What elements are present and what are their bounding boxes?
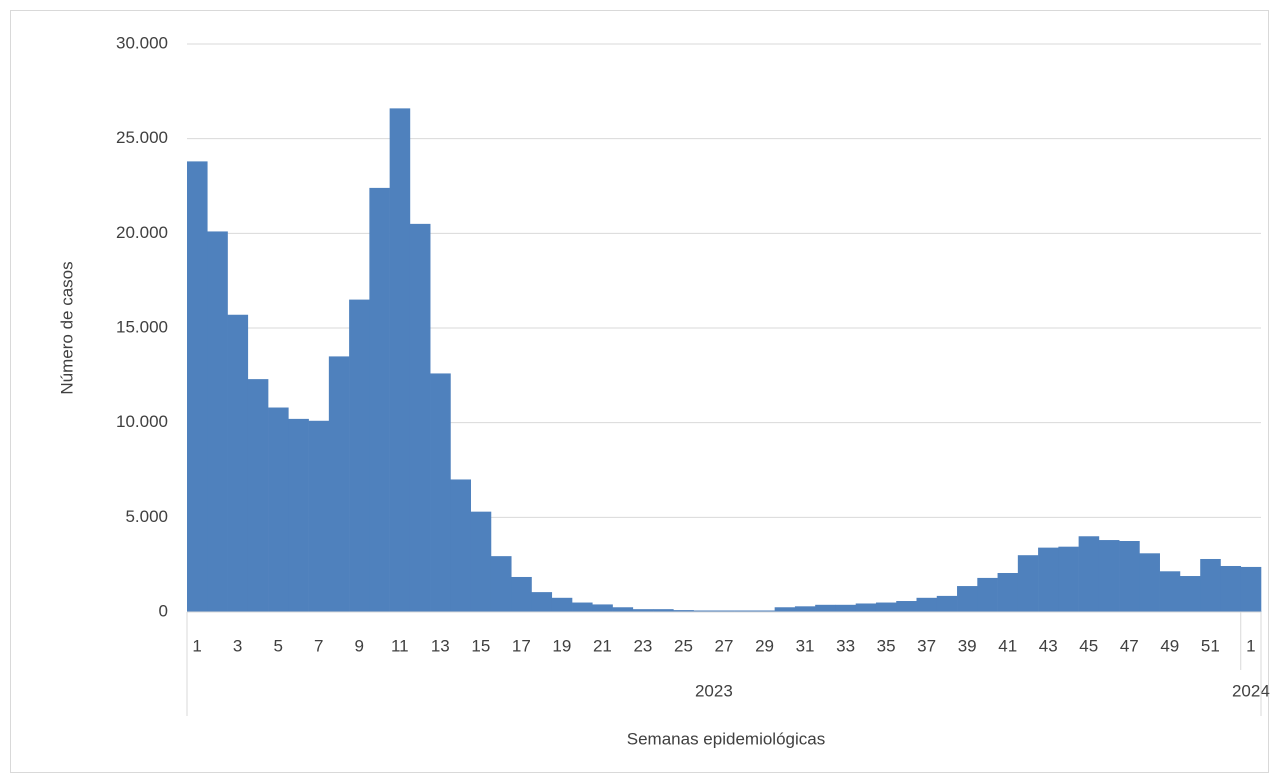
bar <box>1017 555 1039 612</box>
x-tick-label: 29 <box>755 636 774 655</box>
x-tick-label: 39 <box>958 636 977 655</box>
y-tick-label: 30.000 <box>116 33 168 52</box>
x-tick-label: 25 <box>674 636 693 655</box>
x-tick-label: 37 <box>917 636 936 655</box>
y-tick-label: 0 <box>159 601 168 620</box>
bar <box>1200 558 1221 612</box>
bar <box>531 592 553 612</box>
bar <box>551 597 573 612</box>
bar <box>1139 553 1160 612</box>
bar <box>227 314 249 612</box>
x-tick-label: 41 <box>998 636 1017 655</box>
bar <box>207 231 228 612</box>
bar <box>187 161 208 613</box>
bar <box>572 602 593 612</box>
x-tick-label: 15 <box>471 636 490 655</box>
bar <box>470 511 492 612</box>
x-tick-label: 33 <box>836 636 855 655</box>
bar <box>794 606 816 612</box>
y-tick-label: 10.000 <box>116 412 168 431</box>
bar <box>409 223 431 612</box>
x-tick-label: 21 <box>593 636 612 655</box>
bar <box>875 602 897 612</box>
bar <box>308 420 330 612</box>
bar <box>957 586 978 612</box>
y-tick-label: 5.000 <box>125 507 168 526</box>
group-label: 2023 <box>695 681 733 700</box>
bar <box>693 610 715 612</box>
bar <box>1159 571 1181 612</box>
bar <box>896 601 917 612</box>
bar <box>612 607 634 612</box>
bar <box>673 610 694 612</box>
x-tick-label: 1 <box>192 636 201 655</box>
x-tick-label: 11 <box>391 636 409 655</box>
bar <box>1038 547 1059 612</box>
x-tick-label: 47 <box>1120 636 1139 655</box>
bar <box>349 299 370 612</box>
bar <box>977 577 998 612</box>
bar <box>328 356 350 612</box>
bar <box>1240 566 1262 612</box>
bar <box>855 603 877 612</box>
bar <box>430 373 451 612</box>
x-tick-label: 7 <box>314 636 323 655</box>
x-tick-label: 19 <box>552 636 571 655</box>
bar <box>1179 576 1201 612</box>
bar <box>511 576 532 612</box>
x-tick-label: 23 <box>633 636 652 655</box>
bar <box>450 479 471 612</box>
bar <box>592 604 613 612</box>
bar <box>835 604 857 612</box>
bar <box>1058 546 1079 612</box>
bar <box>632 609 654 612</box>
bar <box>1119 541 1140 612</box>
bar <box>389 108 411 612</box>
x-tick-label: 35 <box>877 636 896 655</box>
y-tick-label: 20.000 <box>116 223 168 242</box>
bar <box>1078 536 1100 612</box>
y-axis-title: Número de casos <box>57 261 76 394</box>
bar <box>288 418 309 612</box>
bar <box>247 379 269 612</box>
x-tick-label: 17 <box>512 636 531 655</box>
x-tick-label: 5 <box>273 636 282 655</box>
bar <box>936 595 958 612</box>
x-tick-label: 49 <box>1160 636 1179 655</box>
bar <box>997 572 1019 612</box>
bar <box>653 609 674 612</box>
bar <box>369 187 390 613</box>
bar <box>774 607 796 612</box>
bar <box>734 610 755 612</box>
y-tick-label: 15.000 <box>116 317 168 336</box>
x-tick-label: 31 <box>796 636 815 655</box>
y-tick-label: 25.000 <box>116 128 168 147</box>
x-tick-label: 45 <box>1079 636 1098 655</box>
x-tick-label: 3 <box>233 636 242 655</box>
x-tick-label: 9 <box>355 636 364 655</box>
bar <box>490 556 512 612</box>
bar <box>1098 540 1120 612</box>
group-label: 2024 <box>1232 681 1270 700</box>
x-tick-label: 1 <box>1246 636 1255 655</box>
x-tick-label: 43 <box>1039 636 1058 655</box>
bar <box>1220 565 1242 612</box>
bar <box>815 604 836 612</box>
bar <box>268 407 289 612</box>
bar <box>916 597 938 612</box>
x-tick-label: 27 <box>715 636 734 655</box>
x-tick-label: 13 <box>431 636 450 655</box>
bar <box>754 610 775 612</box>
x-axis-title: Semanas epidemiológicas <box>627 729 825 748</box>
x-tick-label: 51 <box>1201 636 1220 655</box>
bar <box>713 610 735 612</box>
